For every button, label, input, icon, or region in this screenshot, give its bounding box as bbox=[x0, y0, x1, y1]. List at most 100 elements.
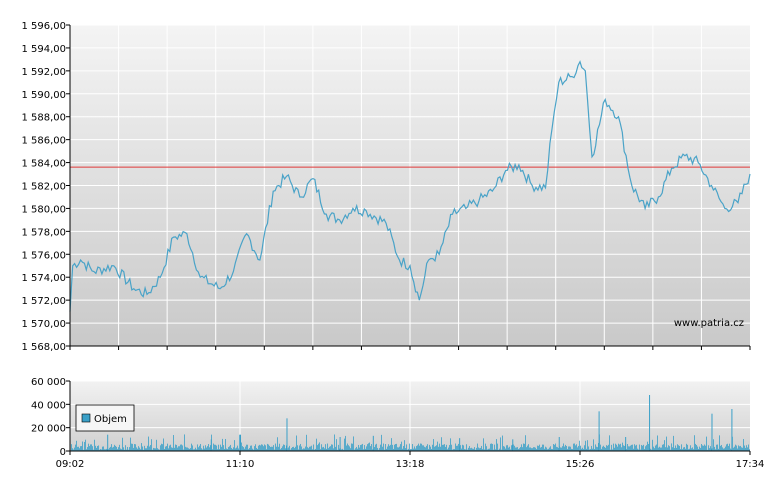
volume-bar bbox=[241, 442, 242, 452]
volume-bar bbox=[468, 447, 469, 451]
volume-spike-bar bbox=[339, 437, 341, 451]
volume-bar bbox=[746, 445, 747, 452]
volume-bar bbox=[299, 445, 300, 451]
price-y-tick-label: 1 592,00 bbox=[21, 67, 66, 78]
volume-bar bbox=[458, 443, 459, 451]
volume-bar bbox=[194, 449, 195, 452]
volume-bar bbox=[276, 446, 277, 451]
volume-bar bbox=[605, 447, 606, 452]
volume-bar bbox=[308, 448, 309, 452]
volume-bar bbox=[141, 443, 142, 451]
volume-bar bbox=[334, 434, 335, 451]
volume-bar bbox=[193, 449, 194, 451]
volume-bar bbox=[484, 449, 485, 451]
volume-bar bbox=[658, 447, 659, 452]
volume-bar bbox=[408, 448, 409, 452]
volume-bar bbox=[92, 446, 93, 451]
volume-bar bbox=[490, 443, 491, 452]
volume-bars bbox=[71, 395, 750, 452]
volume-bar bbox=[644, 449, 645, 451]
volume-bar bbox=[121, 449, 122, 451]
volume-bar bbox=[377, 447, 378, 452]
volume-bar bbox=[510, 449, 511, 452]
volume-bar bbox=[352, 443, 353, 452]
volume-bar bbox=[511, 445, 512, 451]
volume-bar bbox=[298, 449, 299, 452]
volume-bar bbox=[353, 436, 354, 452]
volume-bar bbox=[382, 446, 383, 452]
volume-bar bbox=[134, 444, 135, 452]
volume-bar bbox=[314, 449, 315, 451]
volume-bar bbox=[619, 444, 620, 452]
volume-bar bbox=[108, 449, 109, 451]
volume-bar bbox=[286, 445, 287, 451]
volume-bar bbox=[718, 448, 719, 451]
volume-bar bbox=[637, 448, 638, 451]
volume-bar bbox=[335, 446, 336, 451]
volume-bar bbox=[204, 448, 205, 451]
volume-bar bbox=[612, 449, 613, 451]
volume-bar bbox=[540, 447, 541, 451]
volume-bar bbox=[747, 447, 748, 451]
volume-bar bbox=[667, 447, 668, 451]
volume-bar bbox=[474, 447, 475, 451]
volume-bar bbox=[372, 449, 373, 451]
volume-bar bbox=[396, 443, 397, 452]
volume-bar bbox=[500, 437, 501, 452]
volume-bar bbox=[544, 448, 545, 452]
volume-bar bbox=[498, 449, 499, 452]
volume-bar bbox=[266, 449, 267, 451]
volume-bar bbox=[721, 444, 722, 451]
volume-bar bbox=[616, 444, 617, 452]
volume-bar bbox=[290, 449, 291, 451]
volume-bar bbox=[362, 443, 363, 452]
volume-bar bbox=[244, 448, 245, 451]
volume-bar bbox=[246, 444, 247, 451]
volume-bar bbox=[319, 442, 320, 451]
volume-bar bbox=[257, 448, 258, 452]
volume-bar bbox=[331, 444, 332, 451]
volume-bar bbox=[168, 448, 169, 451]
volume-bar bbox=[364, 445, 365, 451]
volume-bar bbox=[217, 449, 218, 452]
volume-bar bbox=[628, 446, 629, 452]
volume-bar bbox=[536, 449, 537, 451]
volume-bar bbox=[73, 449, 74, 452]
volume-bar bbox=[200, 443, 201, 451]
volume-bar bbox=[285, 448, 286, 451]
volume-bar bbox=[198, 447, 199, 452]
volume-bar bbox=[560, 447, 561, 452]
volume-bar bbox=[228, 447, 229, 451]
volume-bar bbox=[72, 448, 73, 452]
volume-spike-bar bbox=[210, 439, 212, 452]
volume-bar bbox=[390, 444, 391, 451]
volume-bar bbox=[728, 445, 729, 452]
volume-bar bbox=[118, 447, 119, 452]
volume-bar bbox=[563, 443, 564, 451]
volume-bar bbox=[222, 438, 223, 451]
volume-bar bbox=[705, 445, 706, 451]
volume-bar bbox=[112, 447, 113, 452]
volume-bar bbox=[447, 449, 448, 451]
volume-bar bbox=[600, 444, 601, 452]
volume-bar bbox=[714, 446, 715, 451]
volume-bar bbox=[478, 447, 479, 451]
volume-bar bbox=[738, 445, 739, 452]
legend-swatch bbox=[81, 413, 91, 423]
volume-bar bbox=[155, 448, 156, 451]
volume-bar bbox=[88, 443, 89, 451]
volume-x-axis: 09:02 11:10 13:18 15:26 17:34 bbox=[56, 451, 764, 470]
volume-bar bbox=[482, 449, 483, 452]
volume-bar bbox=[98, 445, 99, 451]
volume-bar bbox=[292, 446, 293, 451]
volume-bar bbox=[646, 445, 647, 452]
volume-bar bbox=[97, 446, 98, 452]
volume-bar bbox=[235, 448, 236, 451]
volume-bar bbox=[264, 444, 265, 452]
volume-bar bbox=[395, 444, 396, 452]
volume-bar bbox=[673, 435, 674, 451]
volume-bar bbox=[311, 445, 312, 452]
volume-bar bbox=[356, 446, 357, 451]
volume-bar bbox=[171, 447, 172, 452]
volume-bar bbox=[460, 445, 461, 452]
